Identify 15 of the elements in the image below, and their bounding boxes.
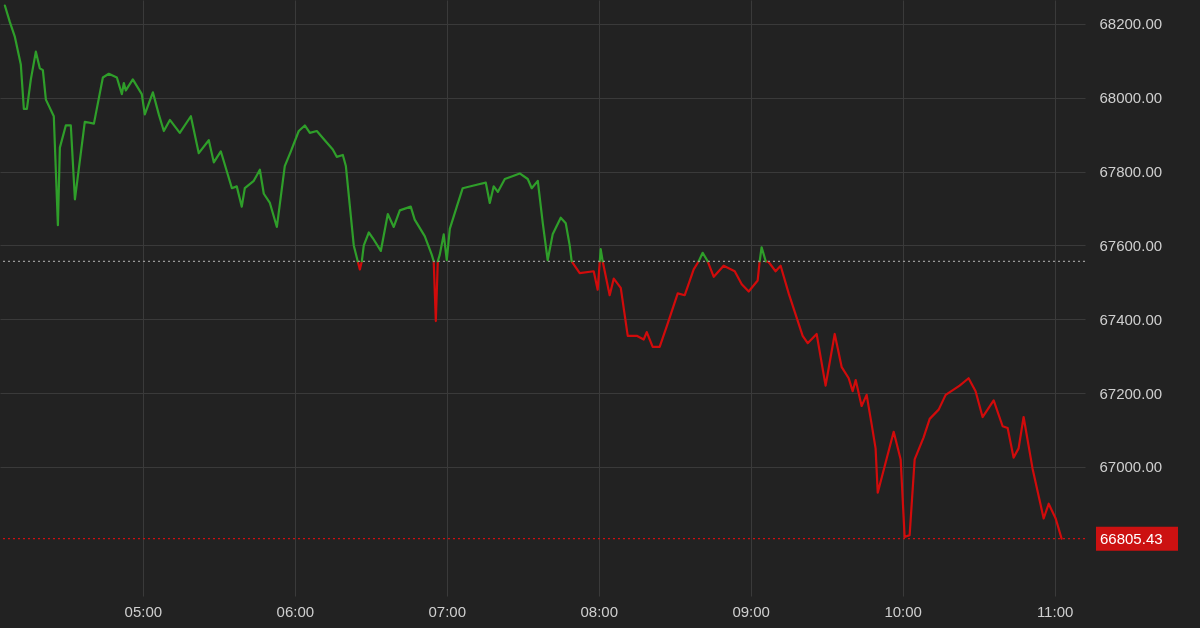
- y-tick-label: 68200.00: [1099, 15, 1163, 33]
- x-tick-label: 11:00: [1036, 602, 1074, 620]
- y-tick-label: 67600.00: [1099, 236, 1163, 254]
- x-tick-label: 07:00: [428, 602, 467, 620]
- y-tick-label: 67200.00: [1099, 384, 1163, 402]
- y-tick-label: 67800.00: [1099, 163, 1163, 181]
- ref-line-label: 66805.43: [1100, 529, 1163, 547]
- y-tick-label: 68000.00: [1099, 89, 1163, 107]
- x-tick-label: 08:00: [580, 602, 618, 620]
- x-tick-label: 10:00: [884, 602, 922, 620]
- x-tick-label: 06:00: [276, 602, 315, 620]
- x-tick-label: 09:00: [732, 602, 770, 620]
- y-tick-label: 67400.00: [1099, 310, 1163, 328]
- x-tick-label: 05:00: [124, 602, 163, 620]
- y-tick-label: 67000.00: [1099, 458, 1163, 476]
